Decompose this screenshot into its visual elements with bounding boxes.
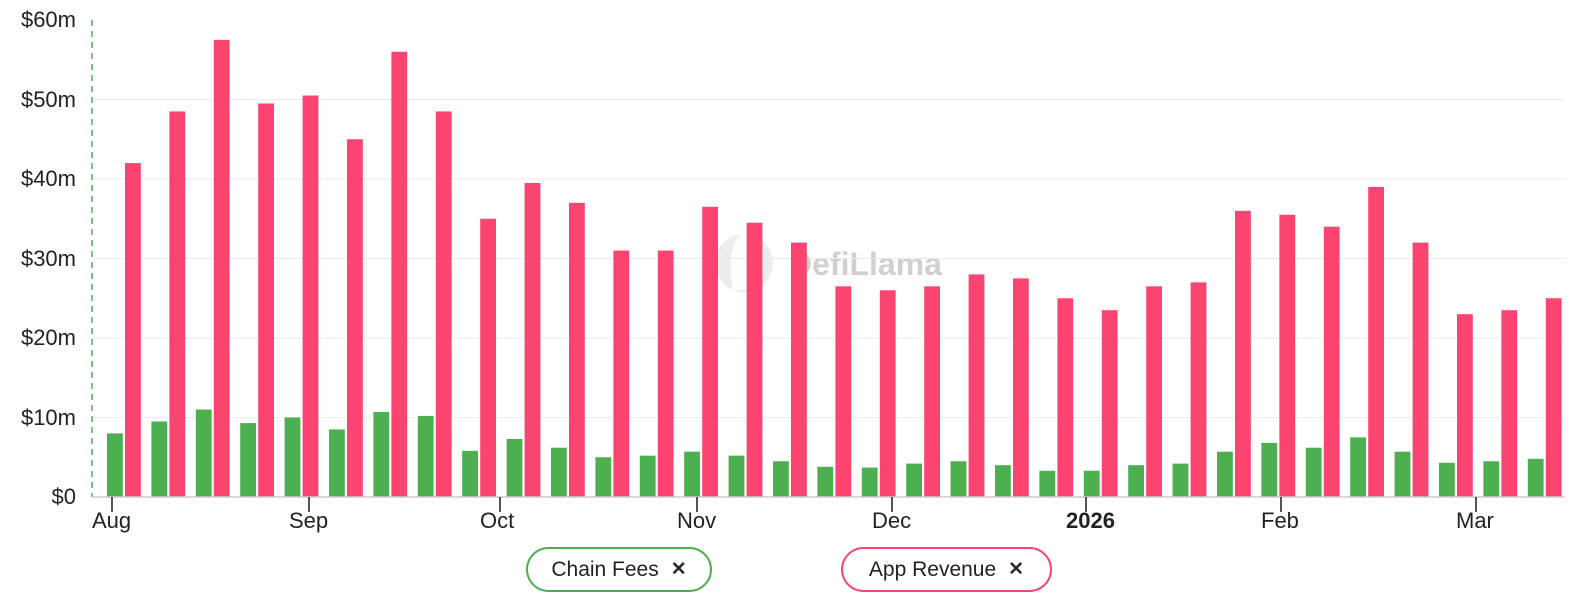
svg-text:DefiLlama: DefiLlama	[789, 246, 942, 282]
